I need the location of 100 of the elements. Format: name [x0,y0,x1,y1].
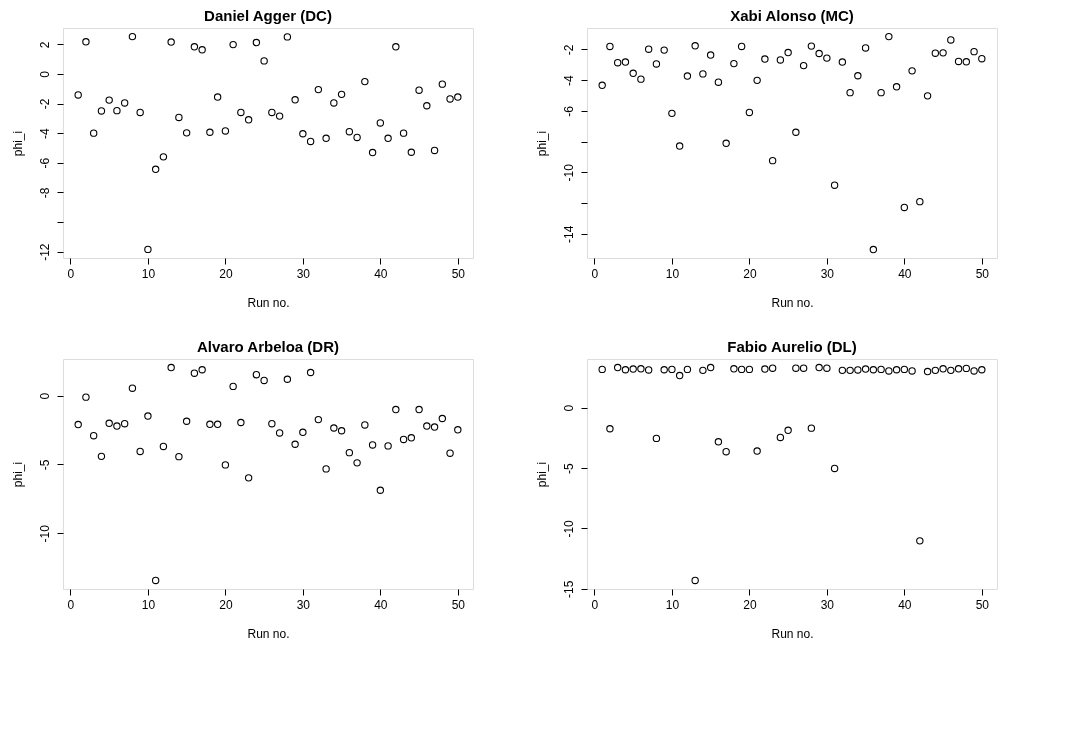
y-tick-label: -4 [561,75,576,87]
point [361,77,369,86]
point [683,72,692,80]
x-tick-label: 30 [820,266,835,281]
point [954,57,963,66]
point [136,447,144,456]
point [660,366,668,374]
point [606,42,614,51]
point [330,424,338,432]
point [939,49,947,57]
point [97,452,106,461]
point [423,422,431,430]
point [337,427,346,435]
point [768,364,777,372]
point [353,459,361,467]
point [136,108,144,117]
point [229,382,237,391]
point [745,108,754,117]
point [613,363,622,372]
point [113,106,121,115]
y-tick-label: -5 [37,459,52,471]
x-tick-label: 0 [67,597,75,612]
point [629,365,637,373]
point [353,133,361,142]
point [368,441,377,449]
point [598,365,606,374]
point [314,85,323,94]
x-axis-title: Run no. [247,626,290,641]
point [89,129,98,137]
point [446,95,454,103]
point [237,418,245,427]
point [167,363,175,372]
point [415,86,423,94]
point [82,393,90,401]
point [454,93,462,101]
point [113,422,121,430]
point [722,447,730,456]
point [691,42,699,50]
point [644,366,653,374]
point [675,142,684,150]
x-tick-label: 40 [898,597,912,612]
point [438,80,447,88]
chart-title: Daniel Agger (DC) [204,7,332,24]
point [438,414,447,423]
point [916,197,924,206]
point [190,369,199,377]
point [275,112,284,120]
point [908,367,916,375]
point [637,365,645,373]
point [221,461,230,469]
point [182,417,191,425]
y-tick-label: -10 [37,524,52,543]
point [962,364,971,373]
point [613,58,622,67]
x-tick-label: 20 [219,597,233,612]
point [384,442,392,450]
point [229,40,237,49]
point [699,366,707,375]
y-tick-label: -4 [37,127,52,139]
point [885,32,893,41]
point [799,364,808,372]
point [283,375,292,383]
point [706,51,715,59]
point [337,90,346,99]
point [954,365,963,373]
y-axis-title: phi_i [534,461,549,488]
point [151,576,160,585]
point [823,54,831,62]
y-axis-title: phi_i [10,461,25,488]
point [237,108,245,117]
point [598,81,606,89]
point [668,109,676,118]
point [151,165,160,173]
point [838,366,847,375]
x-tick-label: 20 [743,266,757,281]
point [807,42,816,50]
point [182,129,191,137]
point [792,128,800,136]
point [869,245,878,254]
y-tick-label: 0 [561,404,576,412]
point [939,365,947,373]
point [159,442,168,451]
point [861,44,870,52]
point [144,412,152,420]
x-tick-label: 50 [451,597,466,612]
x-tick-label: 40 [374,597,388,612]
point [213,420,222,428]
y-tick-label: -6 [37,157,52,169]
point [299,428,307,436]
point [776,56,785,64]
point [74,420,82,429]
point [660,46,668,54]
point [430,146,439,155]
point [846,366,854,375]
point [815,49,823,58]
point [652,434,661,443]
x-tick-label: 30 [296,266,311,281]
point [306,137,315,146]
x-tick-label: 40 [898,266,912,281]
y-tick-label: -10 [561,519,576,538]
